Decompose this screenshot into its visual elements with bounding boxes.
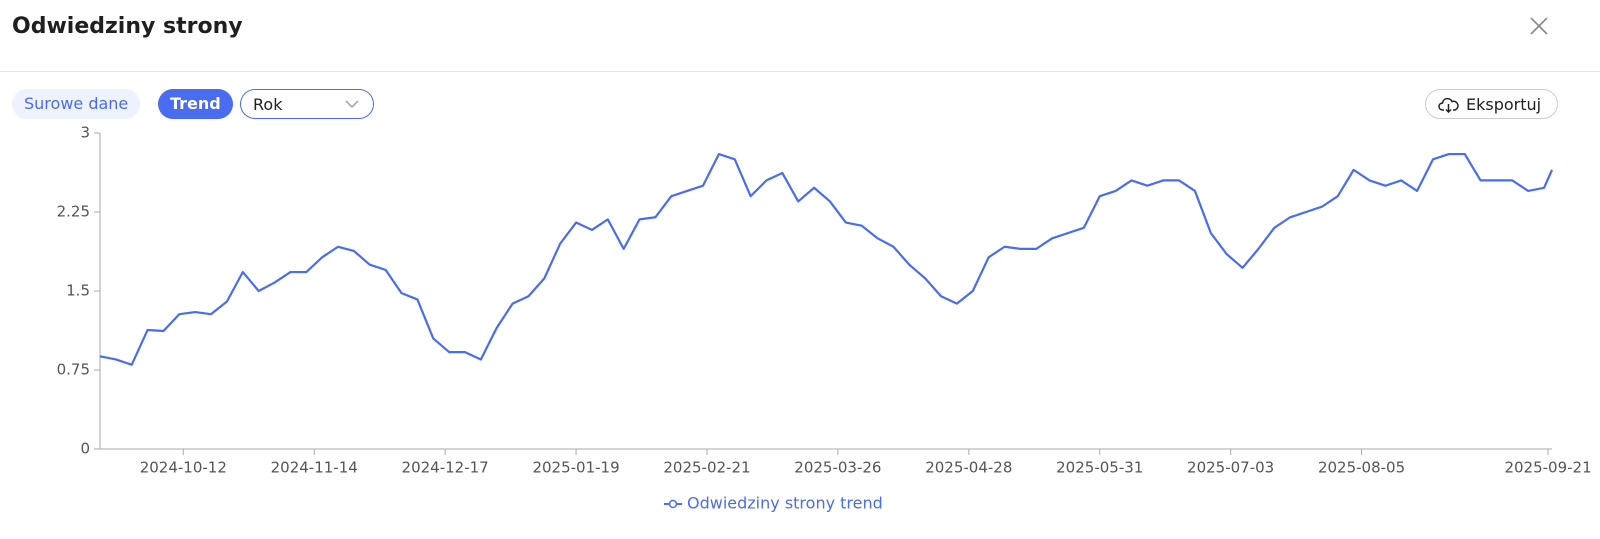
x-tick-label: 2025-08-05 [1318,459,1405,477]
chevron [345,100,359,108]
export-button[interactable]: Eksportuj [1425,89,1558,119]
x-tick-label: 2024-10-12 [140,459,227,477]
x-tick-label: 2025-02-21 [663,459,750,477]
x-tick-label: 2025-01-19 [532,459,619,477]
y-tick-label: 1.5 [66,282,90,300]
x-tick-label: 2025-07-03 [1187,459,1274,477]
y-tick-label: 0 [80,440,90,458]
legend-marker [668,499,678,509]
close-button[interactable] [1530,17,1548,35]
x-tick-label: 2025-03-26 [794,459,881,477]
period-select[interactable]: Rok [240,89,374,119]
tab-raw[interactable]: Surowe dane [12,89,141,119]
tab-trend[interactable]: Trend [158,89,233,119]
y-tick-label: 0.75 [57,361,90,379]
chart: 0 0.75 1.5 2.25 3 2024-10-12 2024-11-14 2024-12… [57,124,1592,513]
y-tick-label: 3 [80,124,90,142]
x-tick-label: 2025-09-21 [1504,459,1591,477]
x-tick-label: 2024-12-17 [402,459,489,477]
line-series [99,152,1554,366]
export-label: Eksportuj [1466,95,1542,114]
x-tick-label: 2025-04-28 [925,459,1012,477]
x-tick-label: 2025-05-31 [1056,459,1143,477]
legend-label: Odwiedziny strony trend [687,494,883,513]
cloud-icon [1438,97,1459,113]
period-value: Rok [253,95,283,114]
dialog-title: Odwiedziny strony [12,14,243,39]
x-tick-label: 2024-11-14 [271,459,358,477]
y-tick-label: 2.25 [57,203,90,221]
divider [0,71,1600,72]
